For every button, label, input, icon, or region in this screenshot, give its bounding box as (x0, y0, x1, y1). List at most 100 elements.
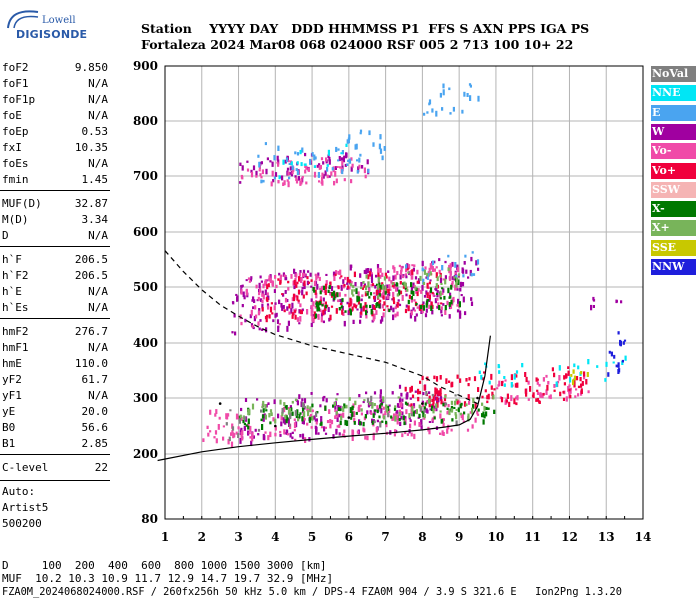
echo-point (291, 411, 294, 416)
echo-point (398, 384, 402, 389)
echo-point (363, 428, 366, 433)
echo-point (510, 374, 513, 381)
echo-point (436, 298, 439, 301)
echo-point (258, 327, 261, 331)
echo-point (396, 414, 399, 420)
echo-point (304, 169, 307, 174)
echo-point (368, 270, 372, 277)
echo-point (465, 269, 468, 274)
lowell-digisonde-logo: Lowell DIGISONDE (4, 4, 87, 41)
echo-point (301, 286, 304, 290)
echo-point (202, 438, 205, 442)
echo-point (410, 290, 413, 295)
echo-point (247, 418, 250, 425)
echo-point (446, 410, 450, 415)
echo-point (370, 411, 373, 415)
echo-point (436, 396, 439, 401)
echo-point (371, 420, 374, 425)
echo-point (311, 415, 314, 421)
echo-point (376, 409, 379, 414)
echo-point (375, 289, 378, 296)
echo-point (336, 393, 339, 396)
echo-point (313, 171, 317, 178)
echo-point (425, 276, 428, 279)
echo-point (321, 304, 324, 307)
param-value: 9.850 (74, 61, 108, 74)
echo-point (570, 374, 573, 377)
echo-point (406, 263, 409, 269)
echo-point (434, 298, 437, 304)
echo-point (325, 273, 328, 276)
header-values: Fortaleza 2024 Mar08 068 024000 RSF 005 … (141, 37, 574, 52)
param-row: foEp 0.53 (2, 125, 108, 141)
echo-point (573, 381, 576, 388)
echo-point (425, 308, 428, 313)
echo-point (483, 405, 486, 411)
echo-point (349, 407, 352, 413)
echo-point (412, 290, 415, 296)
echo-point (298, 309, 301, 314)
echo-point (587, 359, 590, 365)
echo-point (381, 272, 384, 277)
echo-point (262, 400, 265, 407)
echo-point (400, 266, 403, 272)
echo-point (241, 304, 244, 308)
echo-point (258, 282, 261, 289)
echo-point (461, 282, 465, 287)
echo-point (455, 398, 458, 401)
echo-point (409, 387, 412, 393)
echo-point (536, 398, 540, 402)
echo-point (312, 301, 315, 307)
echo-point (583, 374, 586, 380)
echo-point (455, 414, 458, 420)
echo-point (311, 403, 314, 408)
echo-point (470, 272, 473, 277)
echo-point (592, 299, 596, 302)
echo-point (359, 273, 362, 278)
y-tick-label: 700 (133, 169, 158, 183)
echo-point (265, 409, 268, 412)
param-name: foF1p (2, 93, 36, 106)
echo-point (490, 373, 493, 380)
echo-point (461, 267, 464, 274)
echo-point (450, 408, 454, 413)
echo-point (246, 160, 249, 163)
echo-point (322, 309, 325, 316)
echo-point (233, 313, 236, 318)
echo-point (294, 151, 297, 155)
echo-point (529, 386, 532, 392)
param-separator (0, 318, 110, 319)
echo-point (306, 309, 309, 315)
echo-point (440, 308, 443, 314)
echo-point (295, 179, 299, 184)
echo-point (394, 415, 397, 422)
echo-point (433, 416, 436, 420)
echo-point (565, 373, 568, 379)
echo-point (442, 303, 445, 306)
echo-point (286, 306, 289, 311)
echo-point (568, 391, 571, 394)
echo-point (450, 400, 453, 405)
echo-point (460, 294, 463, 297)
echo-point (313, 154, 316, 161)
echo-point (441, 265, 444, 271)
echo-point (317, 272, 320, 276)
echo-point (401, 398, 404, 402)
echo-point (456, 374, 459, 379)
echo-point (622, 341, 625, 345)
echo-point (420, 289, 423, 294)
echo-point (426, 292, 429, 299)
echo-point (384, 290, 387, 295)
echo-point (316, 306, 319, 312)
echo-point (624, 355, 627, 361)
echo-point (484, 362, 487, 366)
echo-point (390, 280, 393, 284)
echo-point (431, 393, 434, 397)
echo-point (286, 299, 289, 302)
param-separator (0, 190, 110, 191)
echo-point (264, 289, 267, 296)
echo-point (382, 396, 385, 402)
echo-point (380, 398, 383, 402)
echo-point (421, 400, 424, 403)
echo-point (250, 169, 253, 173)
